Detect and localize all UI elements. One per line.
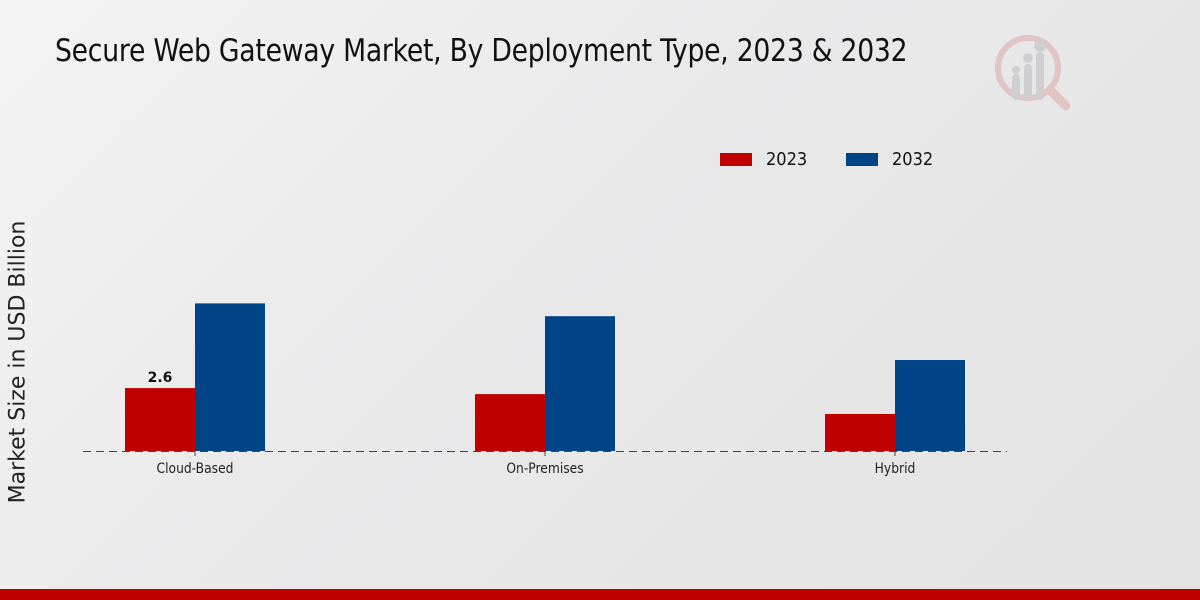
legend-label-2032: 2032	[891, 149, 934, 170]
x-tick-label: Hybrid	[875, 461, 916, 477]
bar-cloud-based-2032	[195, 303, 265, 451]
footer-bar	[0, 589, 1200, 600]
bar-hybrid-2032	[895, 360, 965, 451]
x-ticks-group	[194, 451, 896, 456]
x-labels-group: Cloud-Based On-Premises Hybrid	[157, 461, 916, 477]
bar-on-premises-2023	[475, 394, 545, 451]
legend-label-2023: 2023	[766, 149, 808, 170]
data-label-cloud-based-2023: 2.6	[148, 370, 173, 386]
bar-cloud-based-2023	[125, 388, 195, 451]
x-tick-label: On-Premises	[506, 461, 583, 477]
legend: 2023 2032	[720, 149, 972, 170]
bar-on-premises-2032	[545, 316, 615, 451]
bar-hybrid-2023	[825, 413, 895, 451]
legend-swatch-2023	[720, 153, 752, 166]
x-tick-label: Cloud-Based	[157, 461, 234, 477]
legend-item-2023[interactable]: 2023	[720, 149, 812, 170]
bars-group: 2.6	[125, 303, 965, 451]
legend-swatch-2032	[845, 153, 878, 166]
magnifier-bar-chart-logo-icon	[995, 35, 1071, 111]
legend-item-2032[interactable]: 2032	[845, 149, 938, 170]
chart-title: Secure Web Gateway Market, By Deployment…	[55, 33, 908, 69]
